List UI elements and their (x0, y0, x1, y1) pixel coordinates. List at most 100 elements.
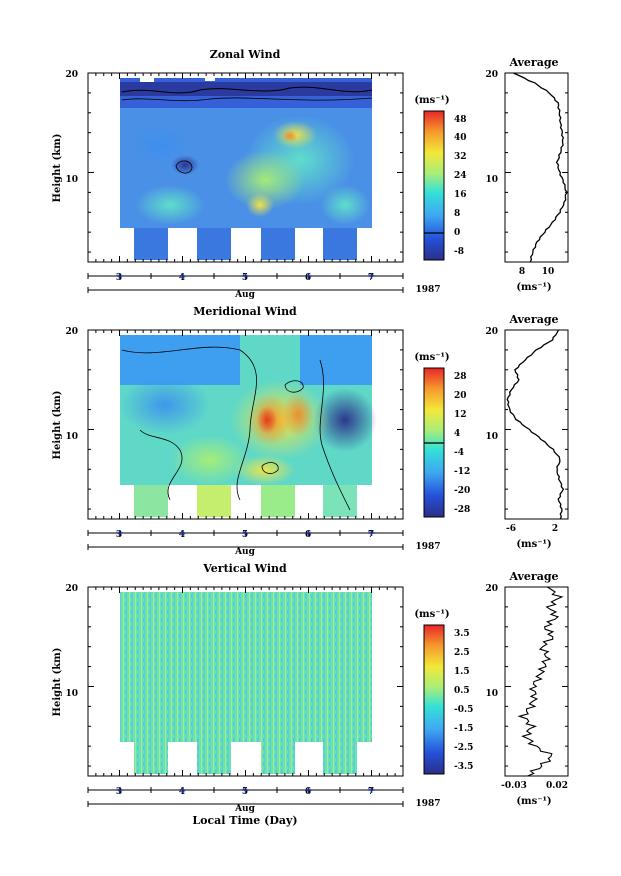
vertical-cb-tick: -3.5 (454, 762, 473, 772)
zonal-profile: Average 20 10 8 10 (ms⁻¹) (485, 56, 569, 293)
vertical-profile-xtick: 0.02 (546, 781, 568, 791)
day-marker (368, 787, 375, 793)
zonal-profile-title: Average (508, 56, 558, 69)
zonal-ylabel: Height (km) (52, 134, 63, 203)
vertical-heatmap (120, 592, 372, 774)
vertical-colorbar-unit: (ms⁻¹) (414, 609, 449, 620)
meridional-profile-title: Average (508, 313, 558, 326)
day-marker (368, 273, 375, 279)
meridional-cb-tick: -4 (454, 448, 464, 458)
zonal-cb-tick: 24 (454, 171, 467, 181)
zonal-profile-line (513, 72, 568, 263)
meridional-cb-tick: -28 (454, 505, 470, 515)
zonal-cb-tick: -8 (454, 247, 464, 257)
vertical-cb-tick: -0.5 (454, 705, 473, 715)
panel-vertical: Vertical Wind 20 10 Height (km) 3 4 5 6 … (52, 562, 569, 827)
vertical-profile-ytick-10: 10 (485, 689, 498, 699)
panel-vertical-title: Vertical Wind (202, 562, 287, 575)
zonal-profile-ytick-10: 10 (485, 175, 498, 185)
zonal-profile-xtick: 10 (542, 267, 555, 277)
zonal-colorbar-unit: (ms⁻¹) (414, 95, 449, 106)
meridional-profile-xtick: -6 (506, 524, 516, 534)
panel-meridional-title: Meridional Wind (193, 305, 297, 318)
meridional-x-axis: 3 4 5 6 7 Aug 1987 (88, 530, 441, 557)
meridional-profile-ytick-20: 20 (485, 327, 498, 337)
zonal-ytick-10: 10 (65, 175, 78, 185)
vertical-ytick-10: 10 (65, 689, 78, 699)
vertical-ytick-20: 20 (65, 584, 78, 594)
day-marker (116, 787, 123, 793)
vertical-colorbar-ticks: 3.5 2.5 1.5 0.5 -0.5 -1.5 -2.5 -3.5 (454, 629, 473, 772)
vertical-cb-tick: -1.5 (454, 724, 473, 734)
meridional-heatmap (120, 335, 377, 517)
zonal-colorbar-ticks: 48 40 32 24 16 8 0 -8 (454, 115, 467, 257)
zonal-heatmap (120, 78, 373, 260)
day-marker (242, 530, 249, 536)
vertical-cb-tick: 2.5 (454, 648, 470, 658)
vertical-xlabel: Aug (234, 804, 256, 814)
vertical-cb-tick: 3.5 (454, 629, 470, 639)
panel-zonal: Zonal Wind 20 (52, 48, 569, 300)
meridional-colorbar-ticks: 28 20 12 4 -4 -12 -20 -28 (454, 372, 470, 515)
zonal-colorbar: (ms⁻¹) 48 40 32 24 16 8 0 -8 (414, 95, 467, 261)
zonal-profile-ytick-20: 20 (485, 70, 498, 80)
zonal-cb-tick: 40 (454, 133, 467, 143)
zonal-x-axis: 3 4 5 6 7 Aug 1987 (88, 273, 441, 300)
vertical-profile-line (517, 586, 564, 777)
meridional-cb-tick: 4 (454, 429, 460, 439)
zonal-year: 1987 (415, 285, 440, 295)
zonal-profile-xlabel: (ms⁻¹) (516, 282, 551, 293)
meridional-ytick-20: 20 (65, 327, 78, 337)
vertical-profile-title: Average (508, 570, 558, 583)
vertical-colorbar: (ms⁻¹) 3.5 2.5 1.5 0.5 -0.5 -1.5 -2.5 -3… (414, 609, 473, 775)
zonal-y-ticks: 20 10 Height (km) (52, 70, 78, 202)
meridional-cb-tick: 20 (454, 391, 467, 401)
day-marker (179, 787, 186, 793)
meridional-colorbar: (ms⁻¹) 28 20 12 4 -4 -12 -20 -28 (414, 352, 470, 518)
vertical-cb-tick: 1.5 (454, 667, 470, 677)
zonal-cb-tick: 16 (454, 190, 467, 200)
axis-tick-marks (87, 72, 568, 807)
meridional-ylabel: Height (km) (52, 391, 63, 460)
meridional-profile: Average 20 10 -6 2 (ms⁻¹) (485, 313, 569, 550)
zonal-cb-tick: 48 (454, 115, 467, 125)
vertical-y-ticks: 20 10 Height (km) (52, 584, 78, 716)
vertical-profile-xtick: -0.03 (501, 781, 527, 791)
meridional-colorbar-unit: (ms⁻¹) (414, 352, 449, 363)
day-marker (305, 273, 312, 279)
meridional-y-ticks: 20 10 Height (km) (52, 327, 78, 459)
meridional-profile-xtick: 2 (552, 524, 558, 534)
meridional-profile-ytick-10: 10 (485, 432, 498, 442)
day-marker (116, 530, 123, 536)
zonal-xlabel: Aug (234, 290, 256, 300)
zonal-profile-xtick: 8 (519, 267, 525, 277)
day-marker (305, 530, 312, 536)
day-marker (368, 530, 375, 536)
vertical-cb-tick: 0.5 (454, 686, 470, 696)
bottom-xlabel: Local Time (Day) (192, 814, 297, 827)
zonal-cb-tick: 8 (454, 209, 460, 219)
meridional-profile-xlabel: (ms⁻¹) (516, 539, 551, 550)
day-marker (179, 273, 186, 279)
meridional-ytick-10: 10 (65, 432, 78, 442)
zonal-cb-tick: 0 (454, 228, 460, 238)
vertical-profile: Average 20 10 -0.03 0.02 (ms⁻¹) (485, 570, 569, 807)
day-marker (179, 530, 186, 536)
meridional-xlabel: Aug (234, 547, 256, 557)
meridional-profile-line (506, 329, 565, 520)
vertical-year: 1987 (415, 799, 440, 809)
vertical-ylabel: Height (km) (52, 648, 63, 717)
day-marker (305, 787, 312, 793)
meridional-cb-tick: 28 (454, 372, 467, 382)
panel-meridional: Meridional Wind 20 10 (52, 305, 569, 557)
meridional-cb-tick: -12 (454, 467, 470, 477)
meridional-year: 1987 (415, 542, 440, 552)
day-marker (116, 273, 123, 279)
vertical-x-axis: 3 4 5 6 7 Aug 1987 Local Time (Day) (88, 787, 441, 827)
vertical-cb-tick: -2.5 (454, 743, 473, 753)
vertical-profile-ytick-20: 20 (485, 584, 498, 594)
zonal-cb-tick: 32 (454, 152, 467, 162)
meridional-cb-tick: -20 (454, 486, 470, 496)
meridional-cb-tick: 12 (454, 410, 467, 420)
